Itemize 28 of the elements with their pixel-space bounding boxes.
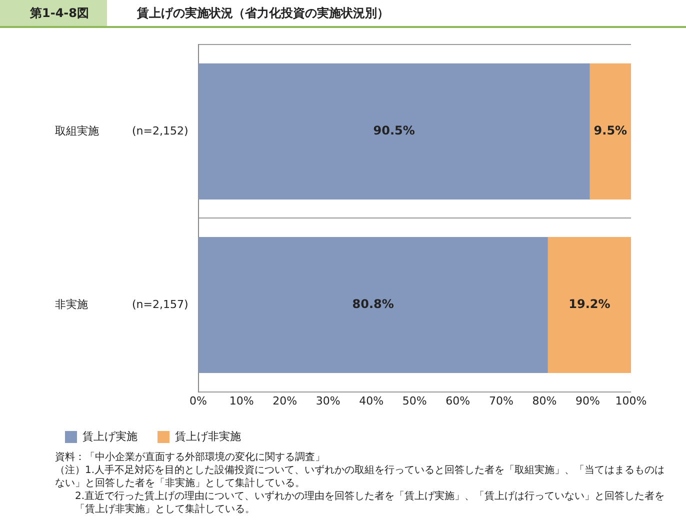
x-tick-label: 80% [532,394,557,408]
x-tick-label: 50% [402,394,427,408]
y-tick-label: 非実施 (n=2,157) [54,298,188,311]
text: 2.直近で行った賃上げの理由について、いずれかの理由を回答した者を「賃上げ実施」、「賃上げは行っていない」と回答した者を「賃上げ非実施」として集計している。 [74,490,666,516]
x-tick-label: 20% [272,394,298,408]
bar [198,63,590,200]
data-label: 19.2% [568,297,610,312]
bar [590,63,631,200]
data-label: 9.5% [594,124,628,138]
bar [548,236,631,374]
bar [198,236,548,374]
x-tick-label: 60% [446,394,470,408]
x-tick-label: 30% [316,394,340,408]
text: 第1-4-8図 [0,0,108,26]
legend-label: 賃上げ実施 [82,430,138,443]
text: （注）1.人手不足対応を目的とした設備投資について、いずれかの取組を行っていると回答した者を「取組実施」、「当てはまるものはない」と回答した者を「非実施」として集計している。 [55,464,666,490]
text: 資料：「中小企業が直面する外部環境の変化に関する調査」 [55,451,326,464]
x-tick-label: 0% [190,394,207,408]
data-label: 90.5% [373,124,415,138]
chart-title: 賃上げの実施状況（省力化投資の実施状況別） [137,4,390,22]
x-tick-label: 100% [615,394,647,408]
x-tick-label: 70% [488,394,514,408]
y-tick-label: 取組実施 (n=2,152) [54,124,188,138]
x-tick-label: 10% [229,394,254,408]
data-label: 80.8% [352,297,394,312]
x-tick-label: 40% [359,394,384,408]
x-tick-label: 90% [576,394,600,408]
legend-label: 賃上げ非実施 [175,430,241,443]
